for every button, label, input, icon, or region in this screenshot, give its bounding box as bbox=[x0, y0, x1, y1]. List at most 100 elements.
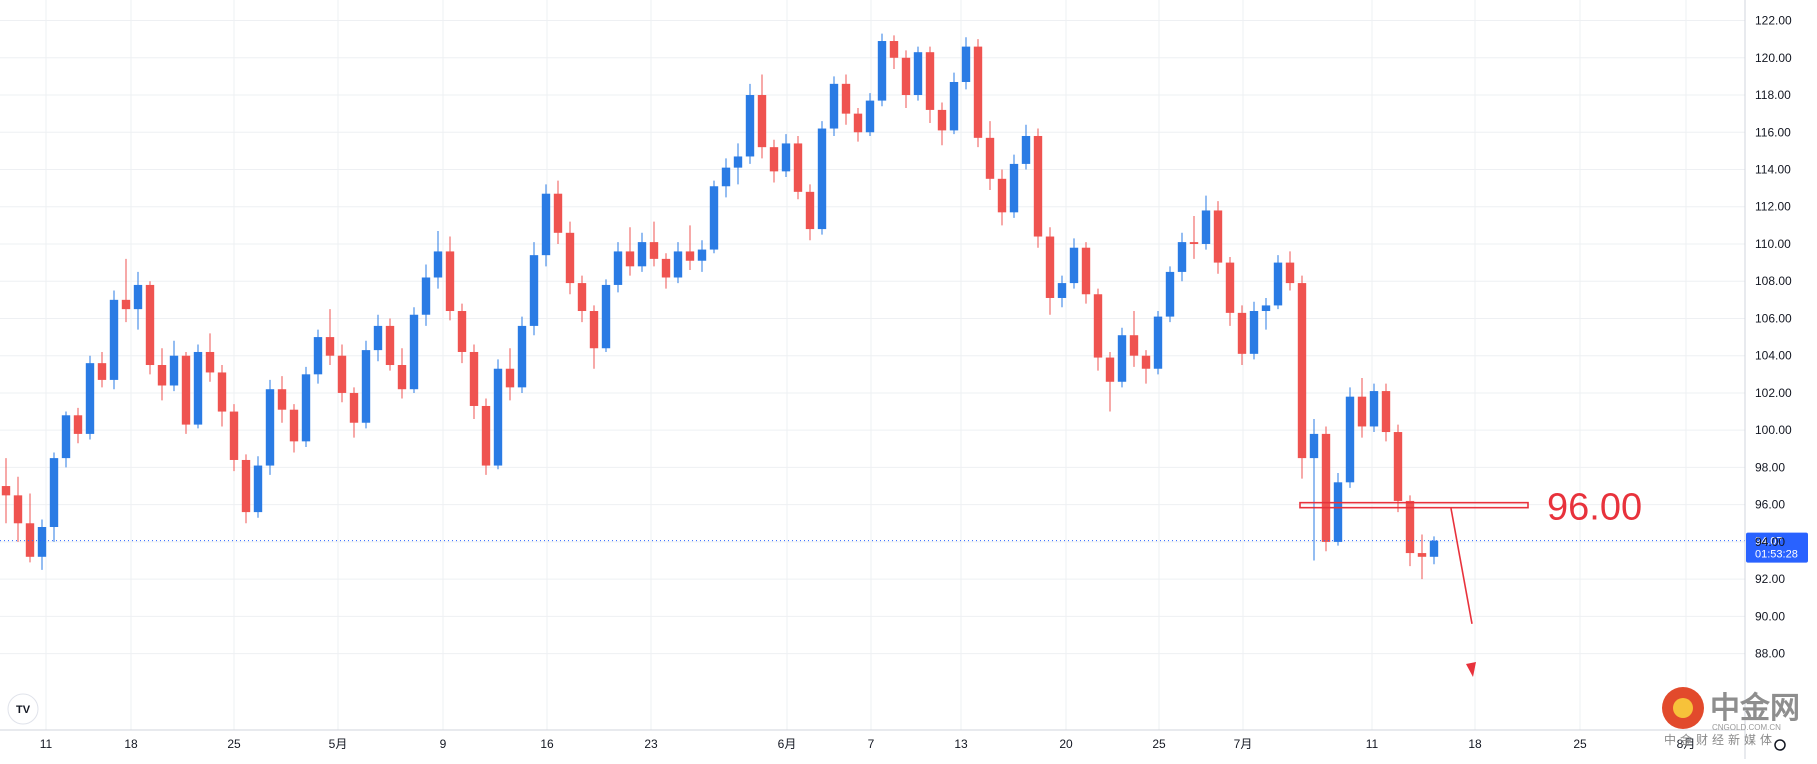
price-tick-label: 92.00 bbox=[1755, 572, 1785, 586]
price-tick-label: 96.00 bbox=[1755, 498, 1785, 512]
candle-body bbox=[1201, 210, 1211, 244]
candle-body bbox=[1345, 396, 1355, 483]
candle-body bbox=[841, 83, 851, 114]
candle-body bbox=[1405, 500, 1415, 554]
candle-body bbox=[133, 284, 143, 310]
candle-body bbox=[97, 363, 107, 380]
candle-body bbox=[445, 251, 455, 312]
candle-body bbox=[721, 167, 731, 187]
candle-body bbox=[817, 128, 827, 230]
candle-body bbox=[481, 405, 491, 466]
candle-body bbox=[1321, 433, 1331, 542]
candle-body bbox=[1021, 135, 1031, 164]
candle-body bbox=[61, 415, 71, 459]
candle-body bbox=[1237, 312, 1247, 354]
candle-body bbox=[289, 409, 299, 442]
candle-body bbox=[649, 242, 659, 259]
candle-body bbox=[505, 368, 515, 388]
price-tick-label: 114.00 bbox=[1755, 163, 1791, 177]
candle-body bbox=[985, 137, 995, 179]
last-price-label: 94.07 bbox=[1755, 536, 1783, 548]
candle-body bbox=[85, 363, 95, 434]
price-tick-label: 100.00 bbox=[1755, 423, 1792, 437]
candle-body bbox=[1, 486, 11, 496]
candle-body bbox=[349, 392, 359, 423]
candle-body bbox=[1057, 283, 1067, 298]
candle-body bbox=[469, 351, 479, 406]
candle-body bbox=[121, 299, 131, 310]
candle-body bbox=[1093, 294, 1103, 358]
candle-body bbox=[193, 351, 203, 425]
candle-body bbox=[1249, 311, 1259, 354]
candle-body bbox=[1417, 553, 1427, 557]
candle-body bbox=[1357, 396, 1367, 427]
forecast-arrow-shaft bbox=[1450, 508, 1473, 624]
price-tick-label: 110.00 bbox=[1755, 237, 1791, 251]
candle-body bbox=[1213, 210, 1223, 263]
price-tick-label: 104.00 bbox=[1755, 349, 1792, 363]
candle-body bbox=[1309, 433, 1319, 459]
watermark-logo-inner bbox=[1673, 698, 1693, 718]
candle-body bbox=[493, 368, 503, 466]
annotation-level-text: 96.00 bbox=[1547, 487, 1642, 529]
watermark-tagline: 中金财经新媒体 bbox=[1664, 732, 1776, 747]
candles bbox=[1, 33, 1439, 580]
candle-body bbox=[421, 277, 431, 315]
candle-body bbox=[253, 465, 263, 513]
price-tick-label: 116.00 bbox=[1755, 125, 1791, 139]
candle-body bbox=[397, 365, 407, 390]
candle-body bbox=[709, 186, 719, 250]
candle-body bbox=[37, 527, 47, 557]
time-tick-label: 13 bbox=[954, 737, 968, 751]
candle-body bbox=[733, 156, 743, 168]
candle-body bbox=[1393, 432, 1403, 501]
tradingview-logo-icon[interactable] bbox=[7, 693, 39, 725]
candle-body bbox=[1333, 482, 1343, 542]
price-tick-label: 106.00 bbox=[1755, 311, 1792, 325]
gear-icon[interactable] bbox=[1774, 739, 1786, 751]
price-tick-label: 108.00 bbox=[1755, 274, 1792, 288]
candle-body bbox=[1273, 262, 1283, 306]
candle-body bbox=[1033, 135, 1043, 237]
time-tick-label: 7 bbox=[868, 737, 875, 751]
price-tick-label: 118.00 bbox=[1755, 88, 1791, 102]
candle-body bbox=[757, 95, 767, 148]
time-tick-label: 11 bbox=[40, 737, 53, 751]
candle-body bbox=[1069, 247, 1079, 284]
time-tick-label: 8月 bbox=[1677, 737, 1696, 751]
candle-body bbox=[325, 337, 335, 356]
time-tick-label: 7月 bbox=[1234, 737, 1253, 751]
price-tick-label: 94.00 bbox=[1755, 535, 1785, 549]
candle-body bbox=[1381, 391, 1391, 433]
candle-body bbox=[673, 251, 683, 278]
candle-body bbox=[793, 143, 803, 192]
candle-body bbox=[1261, 305, 1271, 312]
time-tick-label: 25 bbox=[1152, 737, 1166, 751]
candle-body bbox=[925, 52, 935, 110]
candle-body bbox=[181, 355, 191, 425]
price-tick-label: 120.00 bbox=[1755, 51, 1792, 65]
candle-body bbox=[529, 255, 539, 326]
candle-body bbox=[865, 100, 875, 133]
candle-body bbox=[1189, 242, 1199, 244]
time-tick-label: 9 bbox=[440, 737, 447, 751]
candle-body bbox=[1177, 242, 1187, 272]
time-tick-label: 5月 bbox=[329, 737, 348, 751]
candle-body bbox=[769, 147, 779, 172]
resistance-band[interactable] bbox=[1299, 501, 1529, 509]
candle-body bbox=[661, 258, 671, 278]
time-tick-label: 25 bbox=[227, 737, 241, 751]
candle-body bbox=[205, 351, 215, 373]
candle-body bbox=[277, 389, 287, 410]
time-tick-label: 18 bbox=[124, 737, 138, 751]
candle-body bbox=[1141, 355, 1151, 369]
time-tick-label: 18 bbox=[1468, 737, 1482, 751]
candle-body bbox=[565, 232, 575, 284]
candle-body bbox=[109, 299, 119, 380]
tradingview-logo-text[interactable]: TV bbox=[16, 704, 31, 716]
candle-body bbox=[781, 143, 791, 172]
candle-body bbox=[157, 365, 167, 386]
candle-body bbox=[937, 109, 947, 131]
